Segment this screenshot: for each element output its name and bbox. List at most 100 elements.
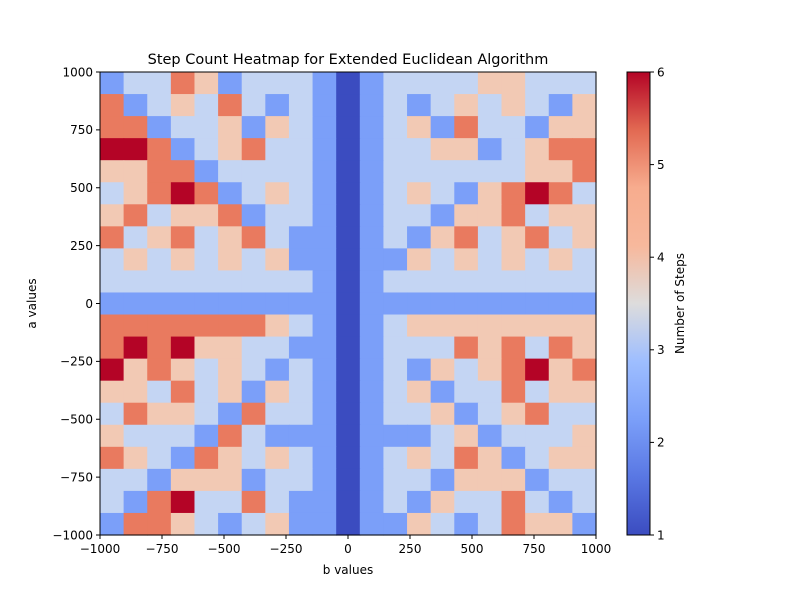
heatmap-cell bbox=[454, 314, 479, 338]
heatmap-cell bbox=[288, 336, 314, 360]
heatmap-cell bbox=[288, 292, 314, 316]
heatmap-cell bbox=[170, 380, 196, 404]
heatmap-cell bbox=[501, 138, 526, 161]
x-tick-label: 750 bbox=[523, 542, 546, 556]
heatmap-cell bbox=[170, 116, 196, 139]
heatmap-cell bbox=[194, 336, 219, 360]
heatmap-cell bbox=[194, 380, 219, 404]
heatmap-cell bbox=[312, 314, 337, 338]
heatmap-cell bbox=[123, 226, 148, 249]
heatmap-cell bbox=[123, 116, 148, 139]
heatmap-cell bbox=[218, 336, 243, 360]
heatmap-cell bbox=[359, 336, 385, 360]
heatmap-cell bbox=[572, 336, 597, 360]
heatmap-cell bbox=[454, 446, 479, 470]
x-tick-label: 1000 bbox=[581, 542, 612, 556]
heatmap-cell bbox=[265, 226, 290, 249]
heatmap-cell bbox=[477, 94, 503, 117]
heatmap-cell bbox=[336, 226, 361, 249]
heatmap-cell bbox=[218, 358, 243, 382]
heatmap-cell bbox=[288, 72, 314, 95]
heatmap-cell bbox=[572, 446, 597, 470]
heatmap-cell bbox=[147, 226, 172, 249]
heatmap-cell bbox=[548, 512, 573, 536]
heatmap-cell bbox=[241, 182, 266, 205]
heatmap-cell bbox=[123, 204, 148, 227]
heatmap-cell bbox=[312, 138, 337, 161]
heatmap-cell bbox=[548, 292, 573, 316]
heatmap-cell bbox=[100, 402, 125, 426]
heatmap-cell bbox=[572, 160, 597, 183]
heatmap-cell bbox=[241, 94, 266, 117]
heatmap-cell bbox=[477, 424, 503, 448]
heatmap-cell bbox=[407, 336, 432, 360]
heatmap-cell bbox=[430, 402, 455, 426]
heatmap-cell bbox=[147, 512, 172, 536]
heatmap-cell bbox=[548, 160, 573, 183]
heatmap-cell bbox=[407, 468, 432, 492]
heatmap-cell bbox=[525, 94, 550, 117]
heatmap-cell bbox=[501, 72, 526, 95]
heatmap-cell bbox=[218, 424, 243, 448]
heatmap-cell bbox=[383, 446, 408, 470]
heatmap-cell bbox=[336, 512, 361, 536]
heatmap-cell bbox=[241, 248, 266, 272]
heatmap-cell bbox=[241, 490, 266, 514]
heatmap-cell bbox=[572, 380, 597, 404]
x-tick-label: 500 bbox=[461, 542, 484, 556]
heatmap-cell bbox=[312, 72, 337, 95]
heatmap-cell bbox=[525, 380, 550, 404]
heatmap-cell bbox=[454, 138, 479, 161]
heatmap-cell bbox=[288, 402, 314, 426]
heatmap-cell bbox=[525, 138, 550, 161]
heatmap-cell bbox=[123, 380, 148, 404]
heatmap-cell bbox=[170, 292, 196, 316]
heatmap-cell bbox=[312, 358, 337, 382]
heatmap-cell bbox=[359, 270, 385, 294]
heatmap-cell bbox=[501, 446, 526, 470]
heatmap-cell bbox=[572, 490, 597, 514]
heatmap-cell bbox=[383, 512, 408, 536]
heatmap-cell bbox=[312, 424, 337, 448]
heatmap-cell bbox=[548, 424, 573, 448]
heatmap-cell bbox=[336, 248, 361, 272]
heatmap-cell bbox=[548, 94, 573, 117]
heatmap-cell bbox=[147, 424, 172, 448]
y-tick-label: 500 bbox=[70, 181, 93, 195]
y-tick-label: 1000 bbox=[62, 65, 93, 79]
heatmap-cell bbox=[548, 446, 573, 470]
heatmap-cell bbox=[241, 72, 266, 95]
heatmap-cell bbox=[265, 314, 290, 338]
heatmap-cell bbox=[572, 182, 597, 205]
heatmap-cell bbox=[288, 380, 314, 404]
heatmap-cell bbox=[430, 138, 455, 161]
heatmap-cell bbox=[359, 72, 385, 95]
heatmap-cell bbox=[383, 116, 408, 139]
heatmap-cell bbox=[218, 226, 243, 249]
heatmap-cell bbox=[430, 182, 455, 205]
heatmap-cell bbox=[454, 270, 479, 294]
heatmap-cell bbox=[572, 402, 597, 426]
heatmap-cell bbox=[525, 512, 550, 536]
heatmap-cell bbox=[430, 160, 455, 183]
heatmap-cell bbox=[383, 402, 408, 426]
heatmap-cell bbox=[525, 446, 550, 470]
heatmap-cell bbox=[336, 116, 361, 139]
heatmap-cell bbox=[194, 270, 219, 294]
heatmap-cell bbox=[430, 512, 455, 536]
heatmap-cell bbox=[359, 446, 385, 470]
heatmap-cell bbox=[501, 358, 526, 382]
heatmap-cell bbox=[572, 138, 597, 161]
y-tick-label: 250 bbox=[70, 239, 93, 253]
heatmap-cell bbox=[430, 424, 455, 448]
heatmap-cell bbox=[407, 226, 432, 249]
heatmap-cell bbox=[147, 402, 172, 426]
heatmap-cell bbox=[477, 138, 503, 161]
heatmap-cell bbox=[501, 116, 526, 139]
heatmap-cell bbox=[123, 336, 148, 360]
heatmap-cell bbox=[100, 116, 125, 139]
heatmap-cell bbox=[336, 380, 361, 404]
heatmap-cell bbox=[383, 336, 408, 360]
heatmap-cell bbox=[525, 248, 550, 272]
heatmap-cell bbox=[123, 468, 148, 492]
